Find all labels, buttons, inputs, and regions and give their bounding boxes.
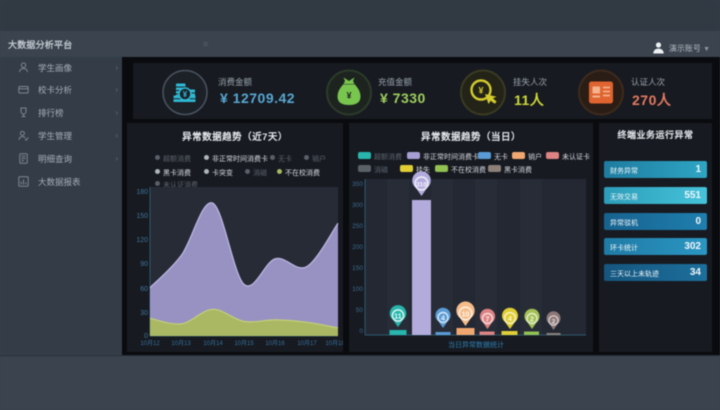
svg-text:300: 300 — [352, 202, 363, 209]
svg-text:10月13: 10月13 — [171, 340, 191, 347]
svg-text:¥: ¥ — [478, 86, 483, 96]
svg-text:0: 0 — [144, 333, 148, 340]
svg-text:350: 350 — [352, 181, 363, 188]
svg-text:150: 150 — [136, 213, 148, 220]
svg-text:180: 180 — [136, 189, 148, 196]
svg-text:7: 7 — [486, 316, 490, 323]
svg-text:120: 120 — [136, 237, 148, 244]
svg-text:10月17: 10月17 — [297, 340, 317, 347]
svg-text:¥: ¥ — [183, 90, 188, 99]
svg-text:2: 2 — [530, 316, 534, 323]
svg-text:10月14: 10月14 — [203, 340, 223, 347]
svg-text:4: 4 — [508, 316, 512, 323]
svg-text:2: 2 — [552, 318, 556, 325]
svg-text:90: 90 — [140, 261, 148, 268]
svg-text:200: 200 — [352, 244, 363, 251]
svg-text:10月15: 10月15 — [234, 340, 254, 347]
svg-text:¥: ¥ — [346, 91, 351, 101]
svg-text:60: 60 — [140, 286, 148, 293]
svg-text:10: 10 — [462, 311, 470, 318]
svg-text:50: 50 — [356, 307, 364, 314]
svg-text:0: 0 — [359, 328, 363, 335]
svg-text:150: 150 — [352, 265, 363, 272]
svg-text:10月12: 10月12 — [140, 340, 160, 347]
svg-text:4: 4 — [441, 315, 445, 322]
svg-text:310: 310 — [416, 181, 427, 188]
svg-text:250: 250 — [352, 223, 363, 230]
svg-text:100: 100 — [352, 286, 363, 293]
svg-text:11: 11 — [394, 313, 402, 320]
svg-text:10月18: 10月18 — [325, 340, 343, 347]
svg-text:当日异常数据统计: 当日异常数据统计 — [448, 340, 504, 349]
svg-text:30: 30 — [140, 310, 148, 317]
svg-text:10月16: 10月16 — [265, 340, 285, 347]
